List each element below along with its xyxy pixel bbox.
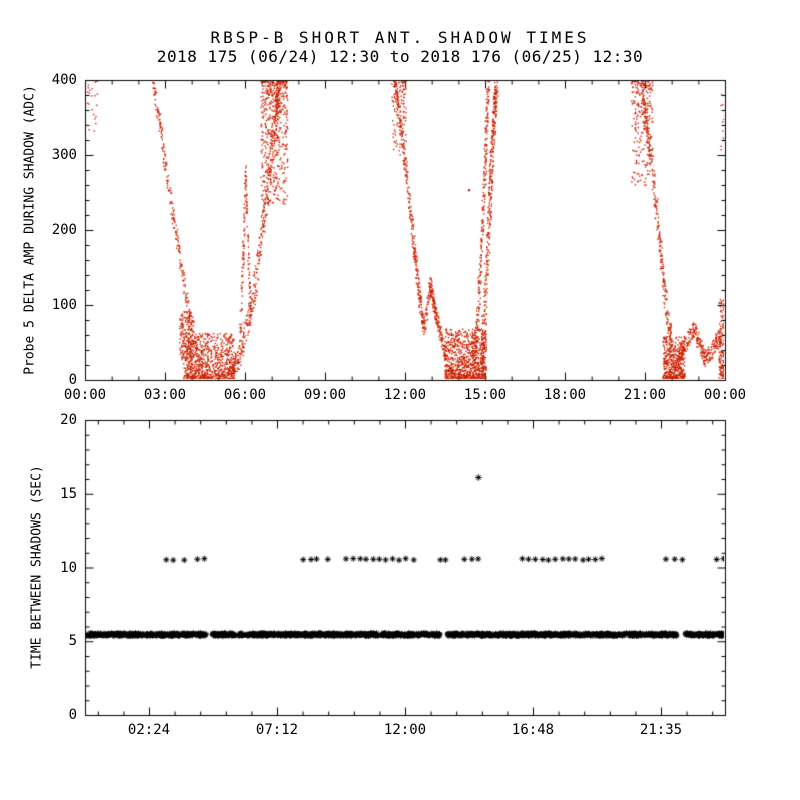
chart-title: RBSP-B SHORT ANT. SHADOW TIMES [210,28,590,47]
bottom-y-tick-label: 15 [60,485,77,502]
top-x-tick-label: 12:00 [383,387,427,403]
bottom-x-tick-label: 12:00 [383,722,427,738]
top-x-tick-label: 03:00 [143,387,187,403]
bottom-y-tick-label: 0 [68,707,77,723]
top-y-tick-label: 200 [51,222,77,238]
top-x-tick-label: 06:00 [223,387,267,403]
top-x-tick-label: 21:00 [623,387,667,403]
bottom-y-tick-label: 10 [60,559,77,576]
top-x-tick-label: 00:00 [63,387,107,403]
bottom-y-tick-label: 5 [68,633,77,650]
top-x-tick-label: 09:00 [303,387,347,403]
bottom-y-tick-label: 20 [60,412,77,428]
chart-subtitle: 2018 175 (06/24) 12:30 to 2018 176 (06/2… [156,47,644,66]
top-y-tick-label: 0 [68,372,77,388]
top-x-tick-label: 15:00 [463,387,507,403]
top-y-tick-label: 300 [51,147,77,163]
top-y-tick-label: 100 [51,297,77,313]
bottom-x-tick-label: 07:12 [255,722,299,738]
bottom-x-tick-label: 16:48 [511,722,555,738]
top-x-tick-label: 18:00 [543,387,587,403]
top-y-tick-label: 400 [51,72,77,88]
top-x-tick-label: 00:00 [703,387,747,403]
bottom-x-tick-label: 02:24 [127,722,171,738]
bottom-x-tick-label: 21:35 [639,722,683,738]
